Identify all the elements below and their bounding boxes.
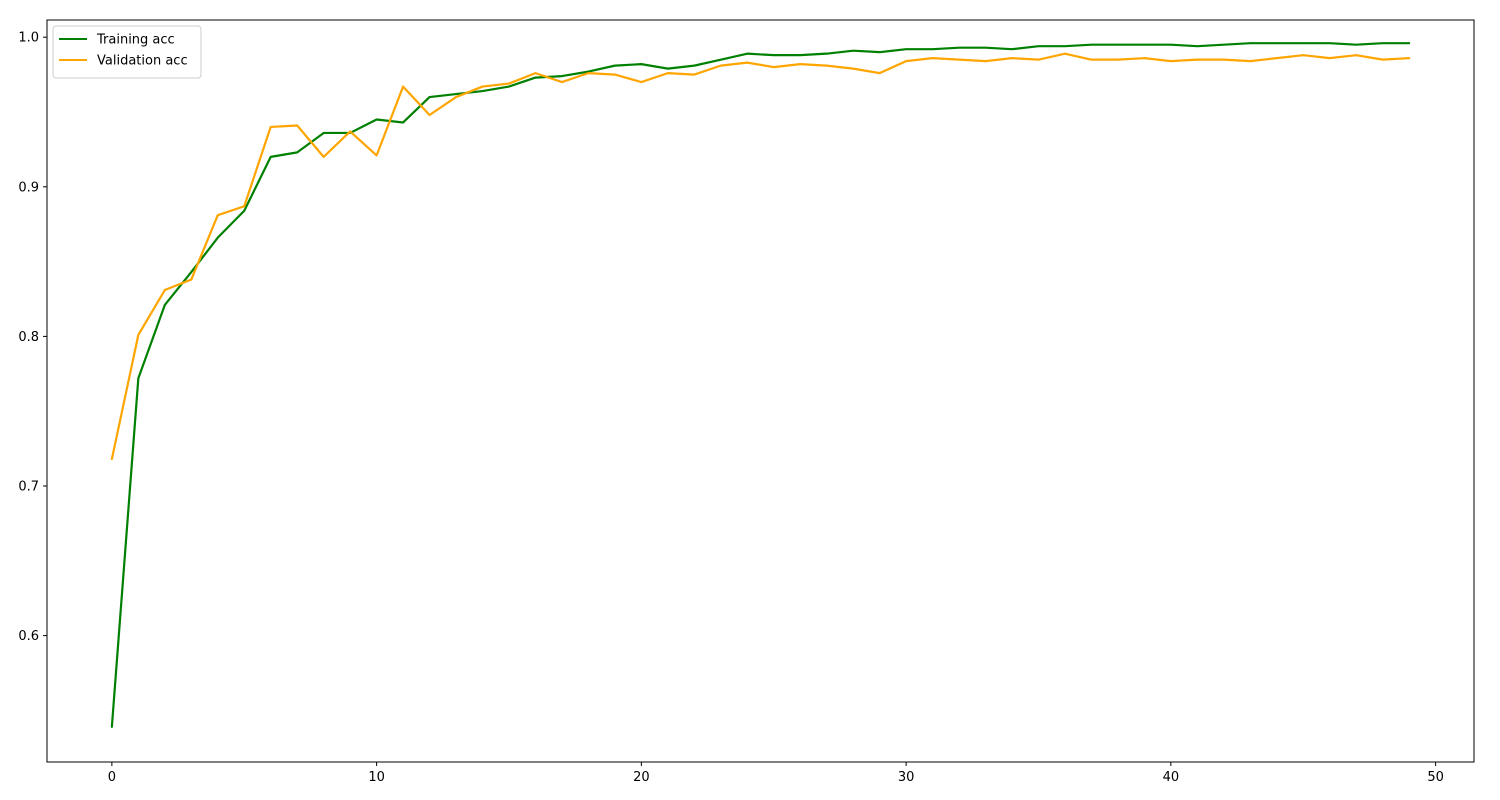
legend-label: Training acc	[96, 33, 175, 48]
y-tick-label: 0.8	[18, 330, 39, 345]
series-line-validation-acc	[110, 52, 1411, 461]
x-tick-label: 30	[898, 770, 915, 785]
y-tick-label: 1.0	[18, 31, 39, 46]
x-tick-label: 20	[633, 770, 650, 785]
x-axis-ticks: 0 10 20 30 40 50	[108, 762, 1444, 785]
series-layer	[110, 42, 1411, 728]
legend-label: Validation acc	[97, 54, 188, 69]
legend-box	[52, 25, 202, 79]
series-line-training-acc	[110, 42, 1411, 728]
x-tick-label: 40	[1163, 770, 1180, 785]
legend: Training acc Validation acc	[52, 25, 202, 79]
y-axis-ticks: 0.6 0.7 0.8 0.9 1.0	[18, 31, 47, 644]
y-tick-label: 0.9	[18, 180, 39, 195]
y-tick-label: 0.6	[18, 629, 39, 644]
x-tick-label: 50	[1427, 770, 1444, 785]
y-tick-label: 0.7	[18, 479, 39, 494]
plot-area-frame	[46, 19, 1475, 763]
x-tick-label: 0	[108, 770, 116, 785]
x-tick-label: 10	[368, 770, 385, 785]
